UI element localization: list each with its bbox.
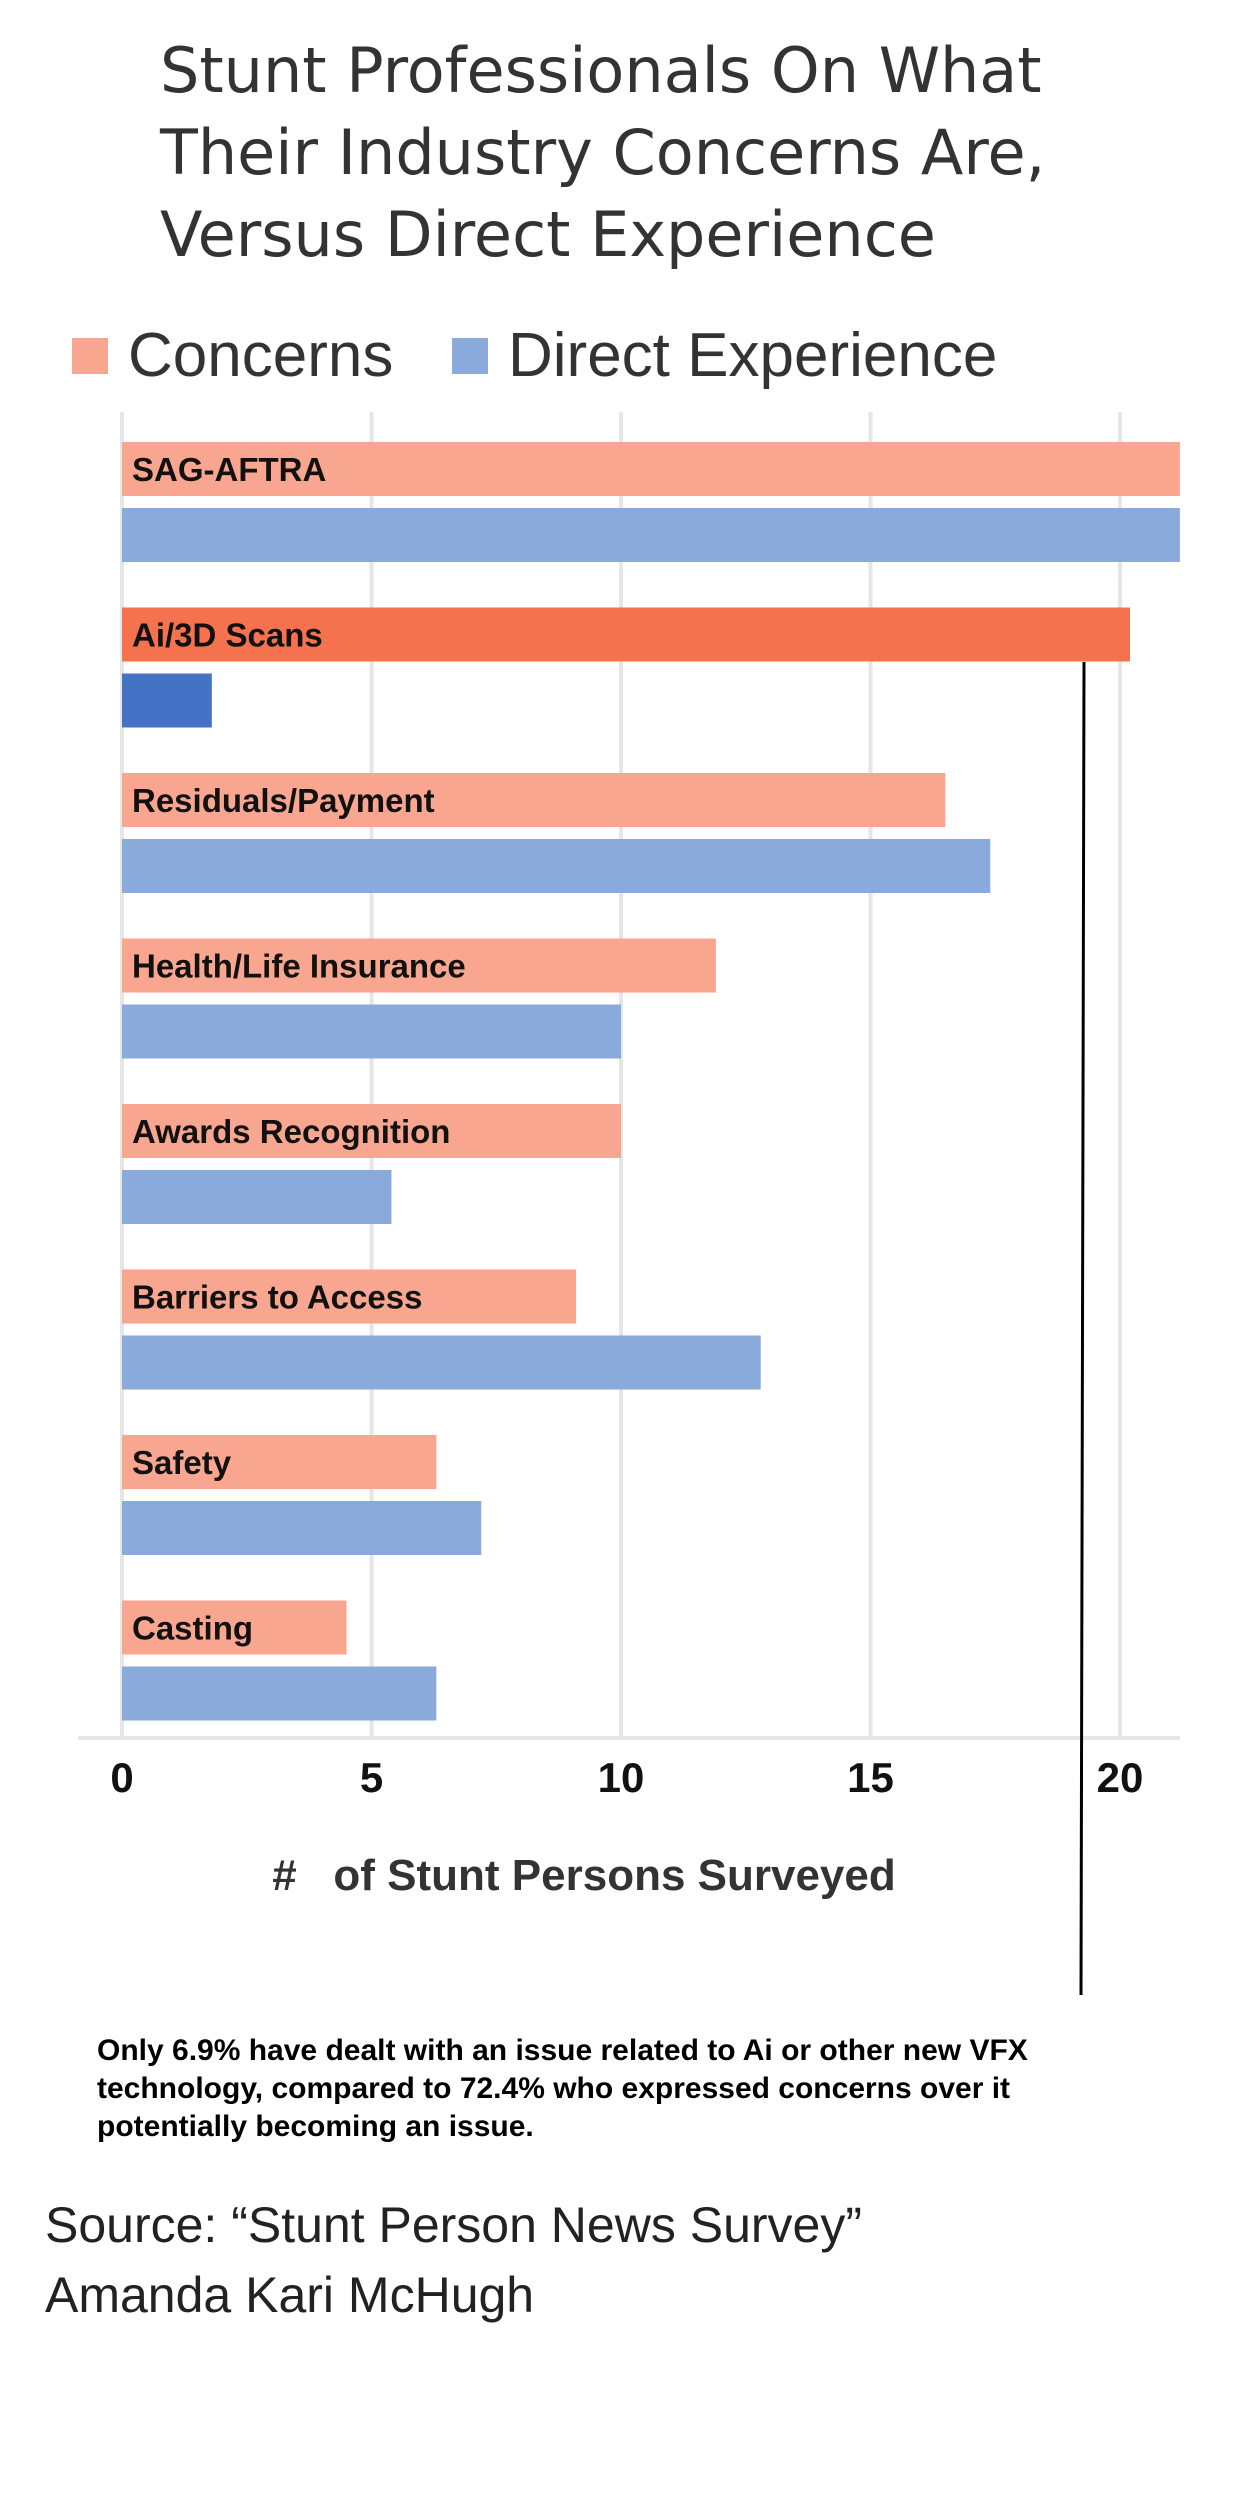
- bar-concerns-ai-3d-scans: [122, 607, 1130, 662]
- bar-concerns-sag-aftra: [122, 442, 1180, 496]
- bar-concerns-safety: [122, 1435, 437, 1489]
- legend-item-concerns: Concerns: [72, 320, 393, 391]
- legend-swatch-direct-experience: [452, 337, 488, 374]
- bar-concerns-awards-recognition: [122, 1104, 621, 1158]
- x-axis-label: # of Stunt Persons Surveyed: [272, 1851, 896, 1900]
- category-label-casting: Casting: [132, 1610, 253, 1647]
- bar-direct-experience-sag-aftra: [122, 508, 1180, 562]
- chart-title-line-3: Versus Direct Experience: [160, 198, 936, 271]
- legend-label-concerns: Concerns: [128, 321, 394, 390]
- legend-swatch-concerns: [72, 337, 108, 374]
- category-label-safety: Safety: [132, 1444, 232, 1481]
- bar-direct-experience-ai-3d-scans: [122, 673, 212, 728]
- bar-direct-experience-casting: [122, 1666, 437, 1721]
- x-tick-label-10: 10: [598, 1754, 645, 1801]
- bar-direct-experience-residuals-payment: [122, 839, 991, 893]
- x-tick-label-0: 0: [110, 1754, 133, 1801]
- source-credit: Source: “Stunt Person News Survey” Amand…: [45, 2190, 862, 2330]
- bar-chart: SAG-AFTRA Ai/3D Scans Residuals/Payment Hea…: [78, 412, 1180, 1996]
- bar-direct-experience-health-life-insurance: [122, 1004, 621, 1059]
- source-line: Source: “Stunt Person News Survey”: [45, 2197, 862, 2253]
- bar-concerns-health-life-insurance: [122, 938, 716, 993]
- bar-concerns-residuals-payment: [122, 773, 946, 827]
- category-label-ai-3d-scans: Ai/3D Scans: [132, 617, 323, 654]
- chart-title: Stunt Professionals On What Their Indust…: [160, 30, 1160, 276]
- category-labels-layer: SAG-AFTRA Ai/3D Scans Residuals/Payment Hea…: [132, 451, 466, 1647]
- x-tick-label-15: 15: [847, 1754, 894, 1801]
- category-label-barriers-to-access: Barriers to Access: [132, 1279, 422, 1316]
- x-tick-label-5: 5: [360, 1754, 383, 1801]
- bar-concerns-barriers-to-access: [122, 1269, 577, 1324]
- bar-direct-experience-barriers-to-access: [122, 1335, 761, 1390]
- bar-concerns-casting: [122, 1600, 347, 1655]
- annotation-callout-line: [1079, 661, 1086, 1996]
- category-label-awards-recognition: Awards Recognition: [132, 1113, 450, 1150]
- author-line: Amanda Kari McHugh: [45, 2267, 535, 2323]
- category-label-sag-aftra: SAG-AFTRA: [132, 451, 326, 488]
- bars-layer: [122, 442, 1180, 1721]
- legend-label-direct-experience: Direct Experience: [508, 321, 998, 390]
- annotation-note: Only 6.9% have dealt with an issue relat…: [97, 2034, 1028, 2143]
- bar-direct-experience-awards-recognition: [122, 1170, 392, 1224]
- category-label-residuals-payment: Residuals/Payment: [132, 782, 435, 819]
- category-label-health-life-insurance: Health/Life Insurance: [132, 948, 466, 985]
- bar-direct-experience-safety: [122, 1501, 482, 1555]
- tick-labels-layer: 0 5 10 15 20: [110, 1754, 1143, 1801]
- x-tick-label-20: 20: [1097, 1754, 1144, 1801]
- chart-title-line-2: Their Industry Concerns Are,: [160, 116, 1046, 189]
- legend-item-direct-experience: Direct Experience: [452, 320, 997, 391]
- chart-title-line-1: Stunt Professionals On What: [160, 34, 1042, 107]
